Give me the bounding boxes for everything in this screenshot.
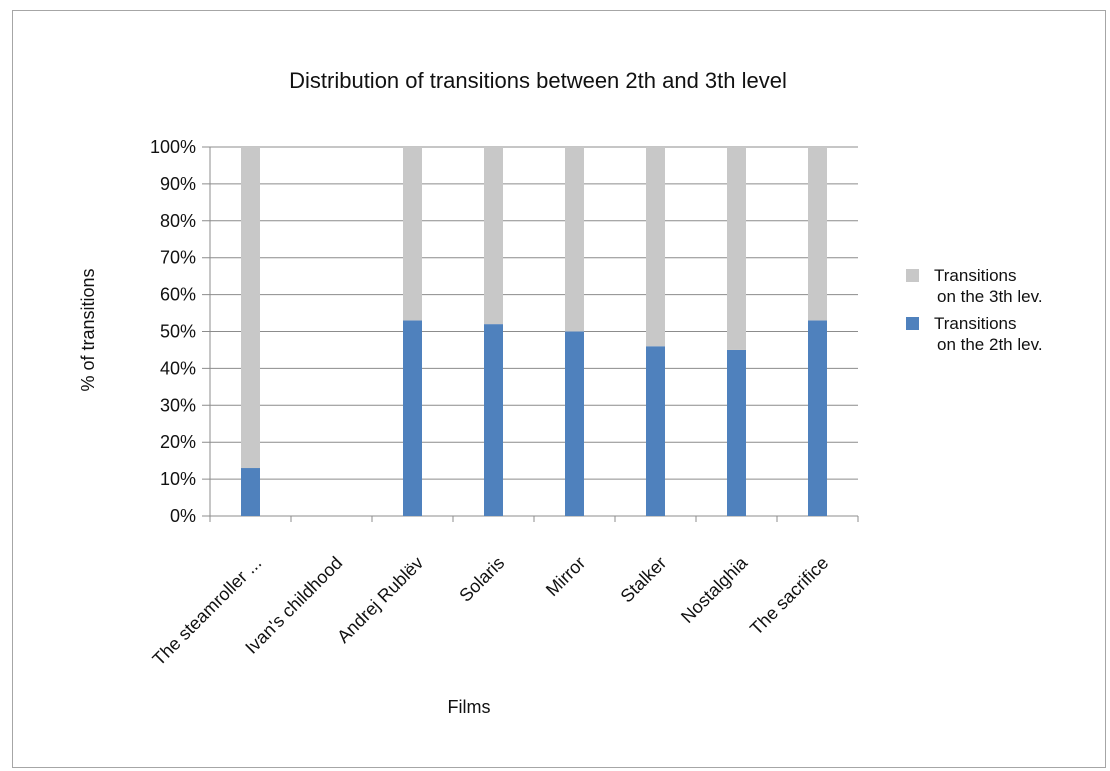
y-tick-label: 60% bbox=[160, 285, 196, 305]
x-tick-label: The steamroller ... bbox=[149, 553, 266, 670]
gridlines bbox=[202, 146, 859, 522]
y-tick-label: 90% bbox=[160, 174, 196, 194]
legend-label-2th-level-line-2: on the 2th lev. bbox=[937, 335, 1043, 354]
bar-segment bbox=[565, 331, 584, 516]
y-tick-labels: 0% 10% 20% 30% 40% 50% 60% 70% 80% 90% 100% bbox=[150, 137, 196, 526]
x-tick-label: Andrej Rublëv bbox=[333, 553, 427, 647]
bars bbox=[241, 147, 827, 516]
bar-segment bbox=[241, 147, 260, 469]
bar-segment bbox=[403, 320, 422, 516]
y-tick-label: 40% bbox=[160, 358, 196, 378]
y-tick-label: 100% bbox=[150, 137, 196, 157]
bar-segment bbox=[403, 147, 422, 321]
legend-label-3th-level-line-1: Transitions bbox=[934, 266, 1017, 285]
bar-segment bbox=[727, 147, 746, 350]
bar-segment bbox=[727, 349, 746, 516]
y-axis-label: % of transitions bbox=[78, 268, 98, 391]
legend-label-3th-level-line-2: on the 3th lev. bbox=[937, 287, 1043, 306]
bar-segment bbox=[808, 320, 827, 516]
x-tick-label: Solaris bbox=[455, 553, 508, 606]
x-tick-labels: The steamroller ...Ivan's childhoodAndre… bbox=[149, 552, 833, 669]
x-tick-label: Stalker bbox=[617, 553, 671, 607]
y-tick-label: 50% bbox=[160, 322, 196, 342]
x-axis-label: Films bbox=[448, 697, 491, 717]
legend-swatch-2th-level bbox=[906, 317, 919, 330]
bar-segment bbox=[646, 147, 665, 347]
bar-segment bbox=[646, 346, 665, 516]
y-tick-label: 20% bbox=[160, 432, 196, 452]
chart-title: Distribution of transitions between 2th … bbox=[289, 68, 787, 93]
bar-segment bbox=[808, 147, 827, 321]
legend-swatch-3th-level bbox=[906, 269, 919, 282]
bar-segment bbox=[241, 468, 260, 516]
y-tick-label: 80% bbox=[160, 211, 196, 231]
legend: Transitions on the 3th lev. Transitions … bbox=[906, 265, 1043, 361]
legend-item-3th-level: Transitions on the 3th lev. bbox=[906, 265, 1043, 307]
y-tick-label: 70% bbox=[160, 248, 196, 268]
legend-item-2th-level: Transitions on the 2th lev. bbox=[906, 313, 1043, 355]
bar-segment bbox=[484, 324, 503, 516]
x-tick-label: Mirror bbox=[542, 553, 589, 600]
x-tick-label: The sacrifice bbox=[746, 553, 832, 639]
bar-segment bbox=[484, 147, 503, 325]
legend-label-2th-level-line-1: Transitions bbox=[934, 314, 1017, 333]
chart-frame bbox=[12, 10, 1106, 768]
y-tick-label: 0% bbox=[170, 506, 196, 526]
x-tick-label: Nostalghia bbox=[677, 552, 752, 627]
y-tick-label: 10% bbox=[160, 469, 196, 489]
bar-segment bbox=[565, 147, 584, 332]
y-tick-label: 30% bbox=[160, 395, 196, 415]
